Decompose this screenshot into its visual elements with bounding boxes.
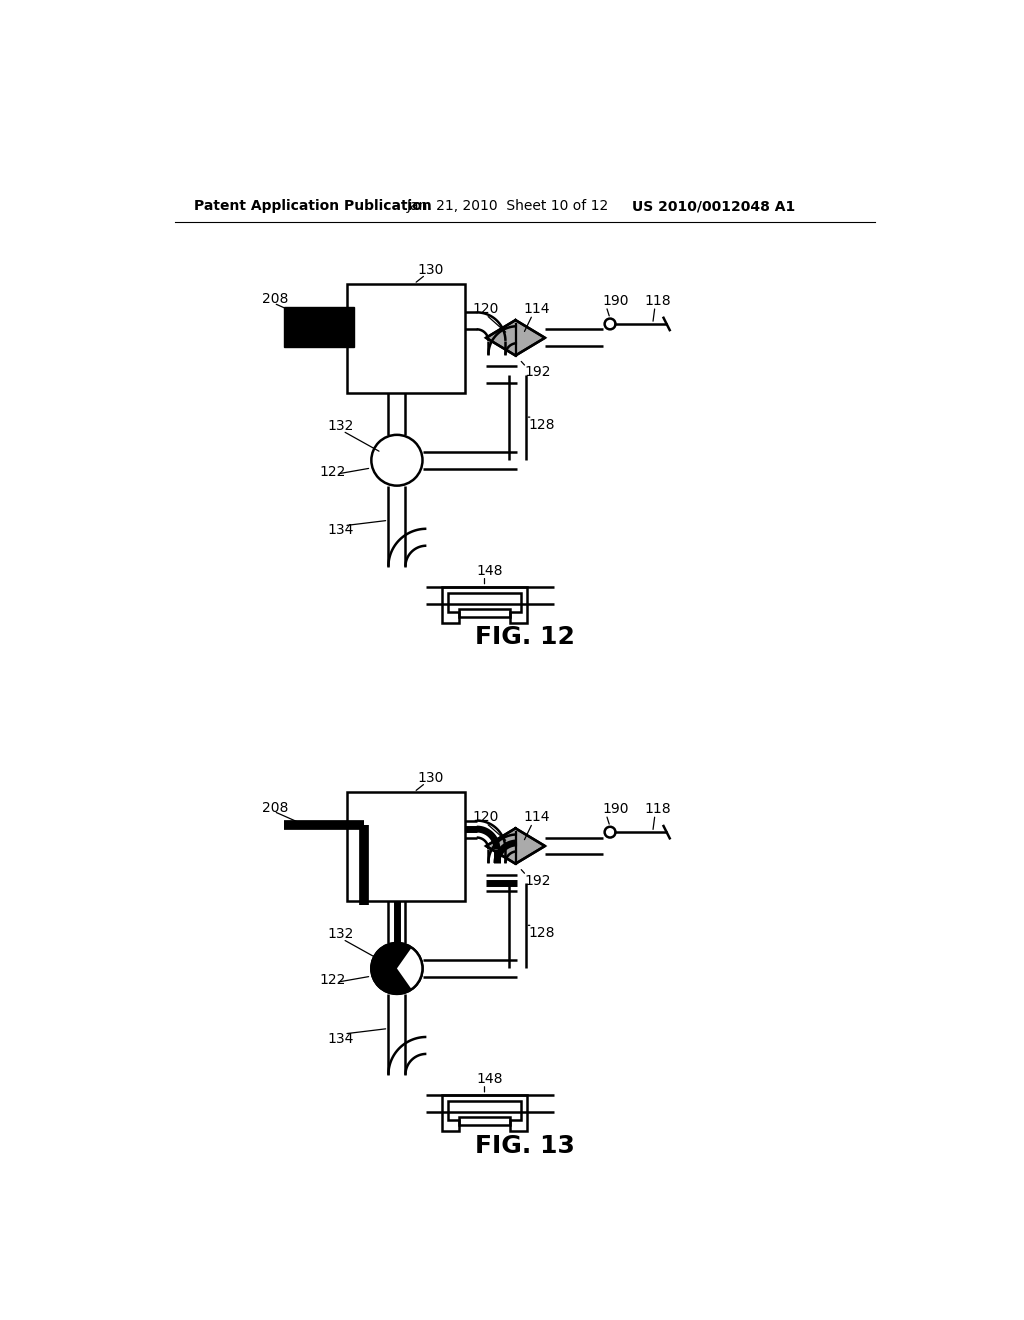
Bar [347, 284, 465, 393]
Circle shape [372, 942, 423, 994]
Text: 128: 128 [528, 418, 555, 432]
Text: 122: 122 [319, 973, 346, 987]
Text: 192: 192 [524, 874, 551, 887]
Text: 134: 134 [328, 523, 353, 537]
Text: FIG. 13: FIG. 13 [475, 1134, 574, 1158]
Text: 130: 130 [418, 263, 444, 277]
Polygon shape [486, 829, 545, 863]
Text: 130: 130 [418, 771, 444, 785]
Text: FIG. 12: FIG. 12 [475, 626, 574, 649]
Text: 122: 122 [319, 465, 346, 479]
Text: 120: 120 [473, 301, 500, 315]
Text: 148: 148 [477, 564, 503, 578]
Bar [347, 792, 465, 902]
Polygon shape [486, 321, 545, 355]
Text: 148: 148 [477, 1072, 503, 1086]
Text: Jan. 21, 2010  Sheet 10 of 12: Jan. 21, 2010 Sheet 10 of 12 [407, 199, 609, 213]
Text: 134: 134 [328, 1031, 353, 1045]
Text: 208: 208 [262, 800, 289, 814]
Text: 118: 118 [645, 294, 672, 308]
Text: 132: 132 [328, 927, 353, 941]
Text: Patent Application Publication: Patent Application Publication [194, 199, 432, 213]
Text: 132: 132 [328, 418, 353, 433]
Text: 190: 190 [602, 803, 629, 816]
Text: 190: 190 [602, 294, 629, 308]
Text: 120: 120 [473, 809, 500, 824]
Wedge shape [397, 948, 423, 989]
Text: 192: 192 [524, 366, 551, 379]
Text: 114: 114 [523, 301, 550, 315]
Bar [284, 308, 353, 347]
Text: US 2010/0012048 A1: US 2010/0012048 A1 [632, 199, 795, 213]
Text: 208: 208 [262, 292, 289, 306]
Text: 114: 114 [523, 809, 550, 824]
Text: 128: 128 [528, 927, 555, 940]
Text: 118: 118 [645, 803, 672, 816]
